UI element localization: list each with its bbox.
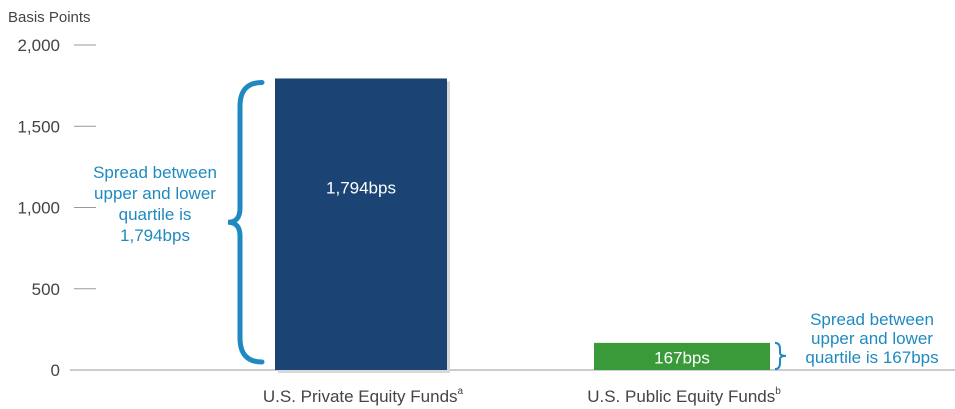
bar-private-equity: [275, 78, 447, 370]
category-label: U.S. Public Equity Fundsb: [587, 386, 781, 406]
y-axis: 2,000 1,500 1,000 500 0: [17, 36, 96, 380]
annotation-line: quartile is 167bps: [805, 348, 938, 367]
category-footnote: a: [458, 386, 464, 397]
bars: 1,794bps 167bps: [275, 78, 770, 373]
spread-brace-private: [227, 79, 265, 365]
category-label: U.S. Private Equity Fundsa: [263, 386, 464, 406]
annotation-line: Spread between: [810, 310, 934, 329]
category-labels: U.S. Private Equity Fundsa U.S. Public Eq…: [263, 386, 781, 406]
bar-value-label: 167bps: [654, 348, 710, 367]
category-name: U.S. Private Equity Funds: [263, 387, 458, 406]
annotation-line: Spread between: [93, 163, 217, 182]
spread-braces: [227, 79, 787, 370]
y-axis-title: Basis Points: [8, 9, 91, 26]
annotation-line: 1,794bps: [120, 226, 190, 245]
spread-brace-public: [774, 341, 787, 370]
y-tick-label: 1,000: [17, 199, 60, 218]
y-tick-label: 2,000: [17, 36, 60, 55]
annotation-line: quartile is: [119, 205, 192, 224]
y-tick-label: 500: [32, 280, 60, 299]
y-tick-label: 0: [51, 361, 60, 380]
bar-public-equity: [594, 342, 770, 370]
category-footnote: b: [775, 386, 781, 397]
y-tick-label: 1,500: [17, 117, 60, 136]
category-name: U.S. Public Equity Funds: [587, 387, 775, 406]
annotation-line: upper and lower: [94, 184, 216, 203]
bar-value-label: 1,794bps: [326, 179, 396, 198]
annotation-line: upper and lower: [811, 329, 933, 348]
